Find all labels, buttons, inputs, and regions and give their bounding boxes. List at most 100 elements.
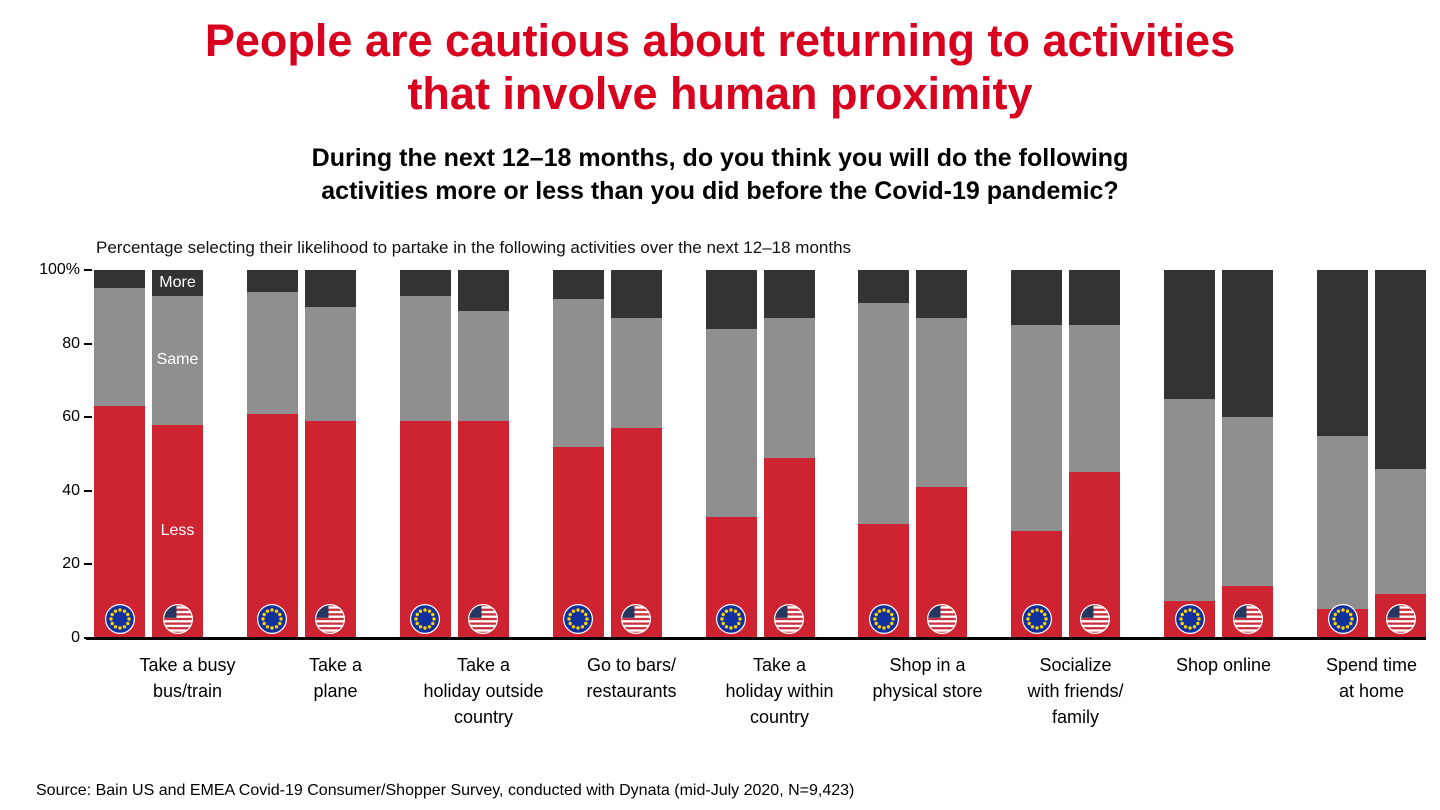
segment-same [304,306,356,421]
segment-label-more: More [159,273,196,291]
segment-less [94,406,145,638]
us-flag-icon [1385,604,1416,634]
segment-same [1375,468,1426,594]
segment-label-same: Same [156,351,199,369]
bar-us-5 [916,270,968,638]
us-flag-icon [1079,604,1110,634]
chart-question-line2: activities more or less than you did bef… [321,177,1119,206]
segment-more [552,270,604,300]
segment-same [916,317,968,488]
segment-more [304,270,356,307]
chart-group [246,270,356,638]
segment-more [1164,270,1216,399]
bar-us-1 [304,270,356,638]
segment-same [552,299,604,447]
segment-more [1375,270,1426,469]
x-axis-line [86,637,1426,640]
eu-flag-icon [410,604,441,634]
y-axis-tick [84,563,92,566]
bar-eu-6 [1011,270,1063,638]
us-flag-icon [162,604,193,634]
segment-same [1222,417,1274,587]
chart-question: During the next 12–18 months, do you thi… [0,142,1440,208]
eu-flag-icon [1021,604,1052,634]
chart-area: Percentage selecting their likelihood to… [30,238,1426,730]
page-title: People are cautious about returning to a… [0,0,1440,120]
segment-same [94,288,145,407]
segment-less [399,420,451,638]
y-axis-tick [84,416,92,419]
bar-us-0: Less Same More [152,270,203,638]
bar-us-4 [763,270,815,638]
segment-same: Same [152,295,203,425]
chart-group [1317,270,1426,638]
segment-same [858,303,910,524]
eu-flag-icon [104,604,135,634]
y-axis-label: 20 [62,555,80,573]
y-axis: 100% 80 60 40 20 0 [30,261,94,646]
segment-same [705,328,757,517]
segment-more [916,270,968,318]
page-title-line1: People are cautious about returning to a… [204,15,1236,66]
segment-less [246,413,298,638]
bar-eu-4 [705,270,757,638]
y-axis-label: 100% [39,261,80,278]
segment-more: More [152,270,203,296]
bar-eu-2 [399,270,451,638]
segment-more [858,270,910,304]
segment-same [610,317,662,429]
segment-less [457,420,509,638]
chart-group [1011,270,1121,638]
bar-eu-3 [552,270,604,638]
segment-more [610,270,662,318]
category-label: Shop in a physical store [872,655,983,702]
chart-group [399,270,509,638]
eu-flag-icon [1174,604,1205,634]
bar-eu-8 [1317,270,1368,638]
us-flag-icon [621,604,652,634]
bar-us-2 [457,270,509,638]
chart-group [552,270,662,638]
y-axis-tick [84,489,92,492]
us-flag-icon [315,604,346,634]
segment-more [1011,270,1063,326]
eu-flag-icon [563,604,594,634]
bar-us-6 [1069,270,1121,638]
chart-group [858,270,968,638]
category-label: Take a holiday within country [725,655,834,728]
bar-us-7 [1222,270,1274,638]
chart-group [705,270,815,638]
eu-flag-icon [716,604,746,634]
bars-row: Less Same More [94,270,1426,638]
chart-group: Less Same More [94,270,203,638]
segment-more [1317,270,1368,436]
segment-more [457,270,509,311]
category-label: Spend time at home [1325,655,1418,702]
y-axis-label: 80 [62,334,80,352]
source-note: Source: Bain US and EMEA Covid-19 Consum… [36,782,855,799]
segment-more [246,270,298,293]
labels-row: Take a busy bus/train Take a plane Take a hol… [30,652,1426,730]
segment-label-less: Less [160,522,195,540]
segment-less: Less [152,424,203,638]
segment-more [705,270,757,329]
segment-same [399,295,451,421]
segment-more [1069,270,1121,326]
bar-us-3 [610,270,662,638]
segment-more [763,270,815,318]
chart-group [1164,270,1274,638]
segment-same [1164,398,1216,602]
segment-same [1011,325,1063,532]
segment-more [1222,270,1274,418]
bar-eu-7 [1164,270,1216,638]
eu-flag-icon [257,604,288,634]
y-axis-label: 60 [62,408,80,426]
bar-eu-5 [858,270,910,638]
segment-less [610,428,662,638]
plot-row: 100% 80 60 40 20 0 Less Same More [30,261,1426,646]
bar-us-8 [1375,270,1426,638]
segment-same [1317,435,1368,609]
segment-same [763,317,815,458]
segment-less [304,420,356,638]
y-axis-label: 40 [62,481,80,499]
